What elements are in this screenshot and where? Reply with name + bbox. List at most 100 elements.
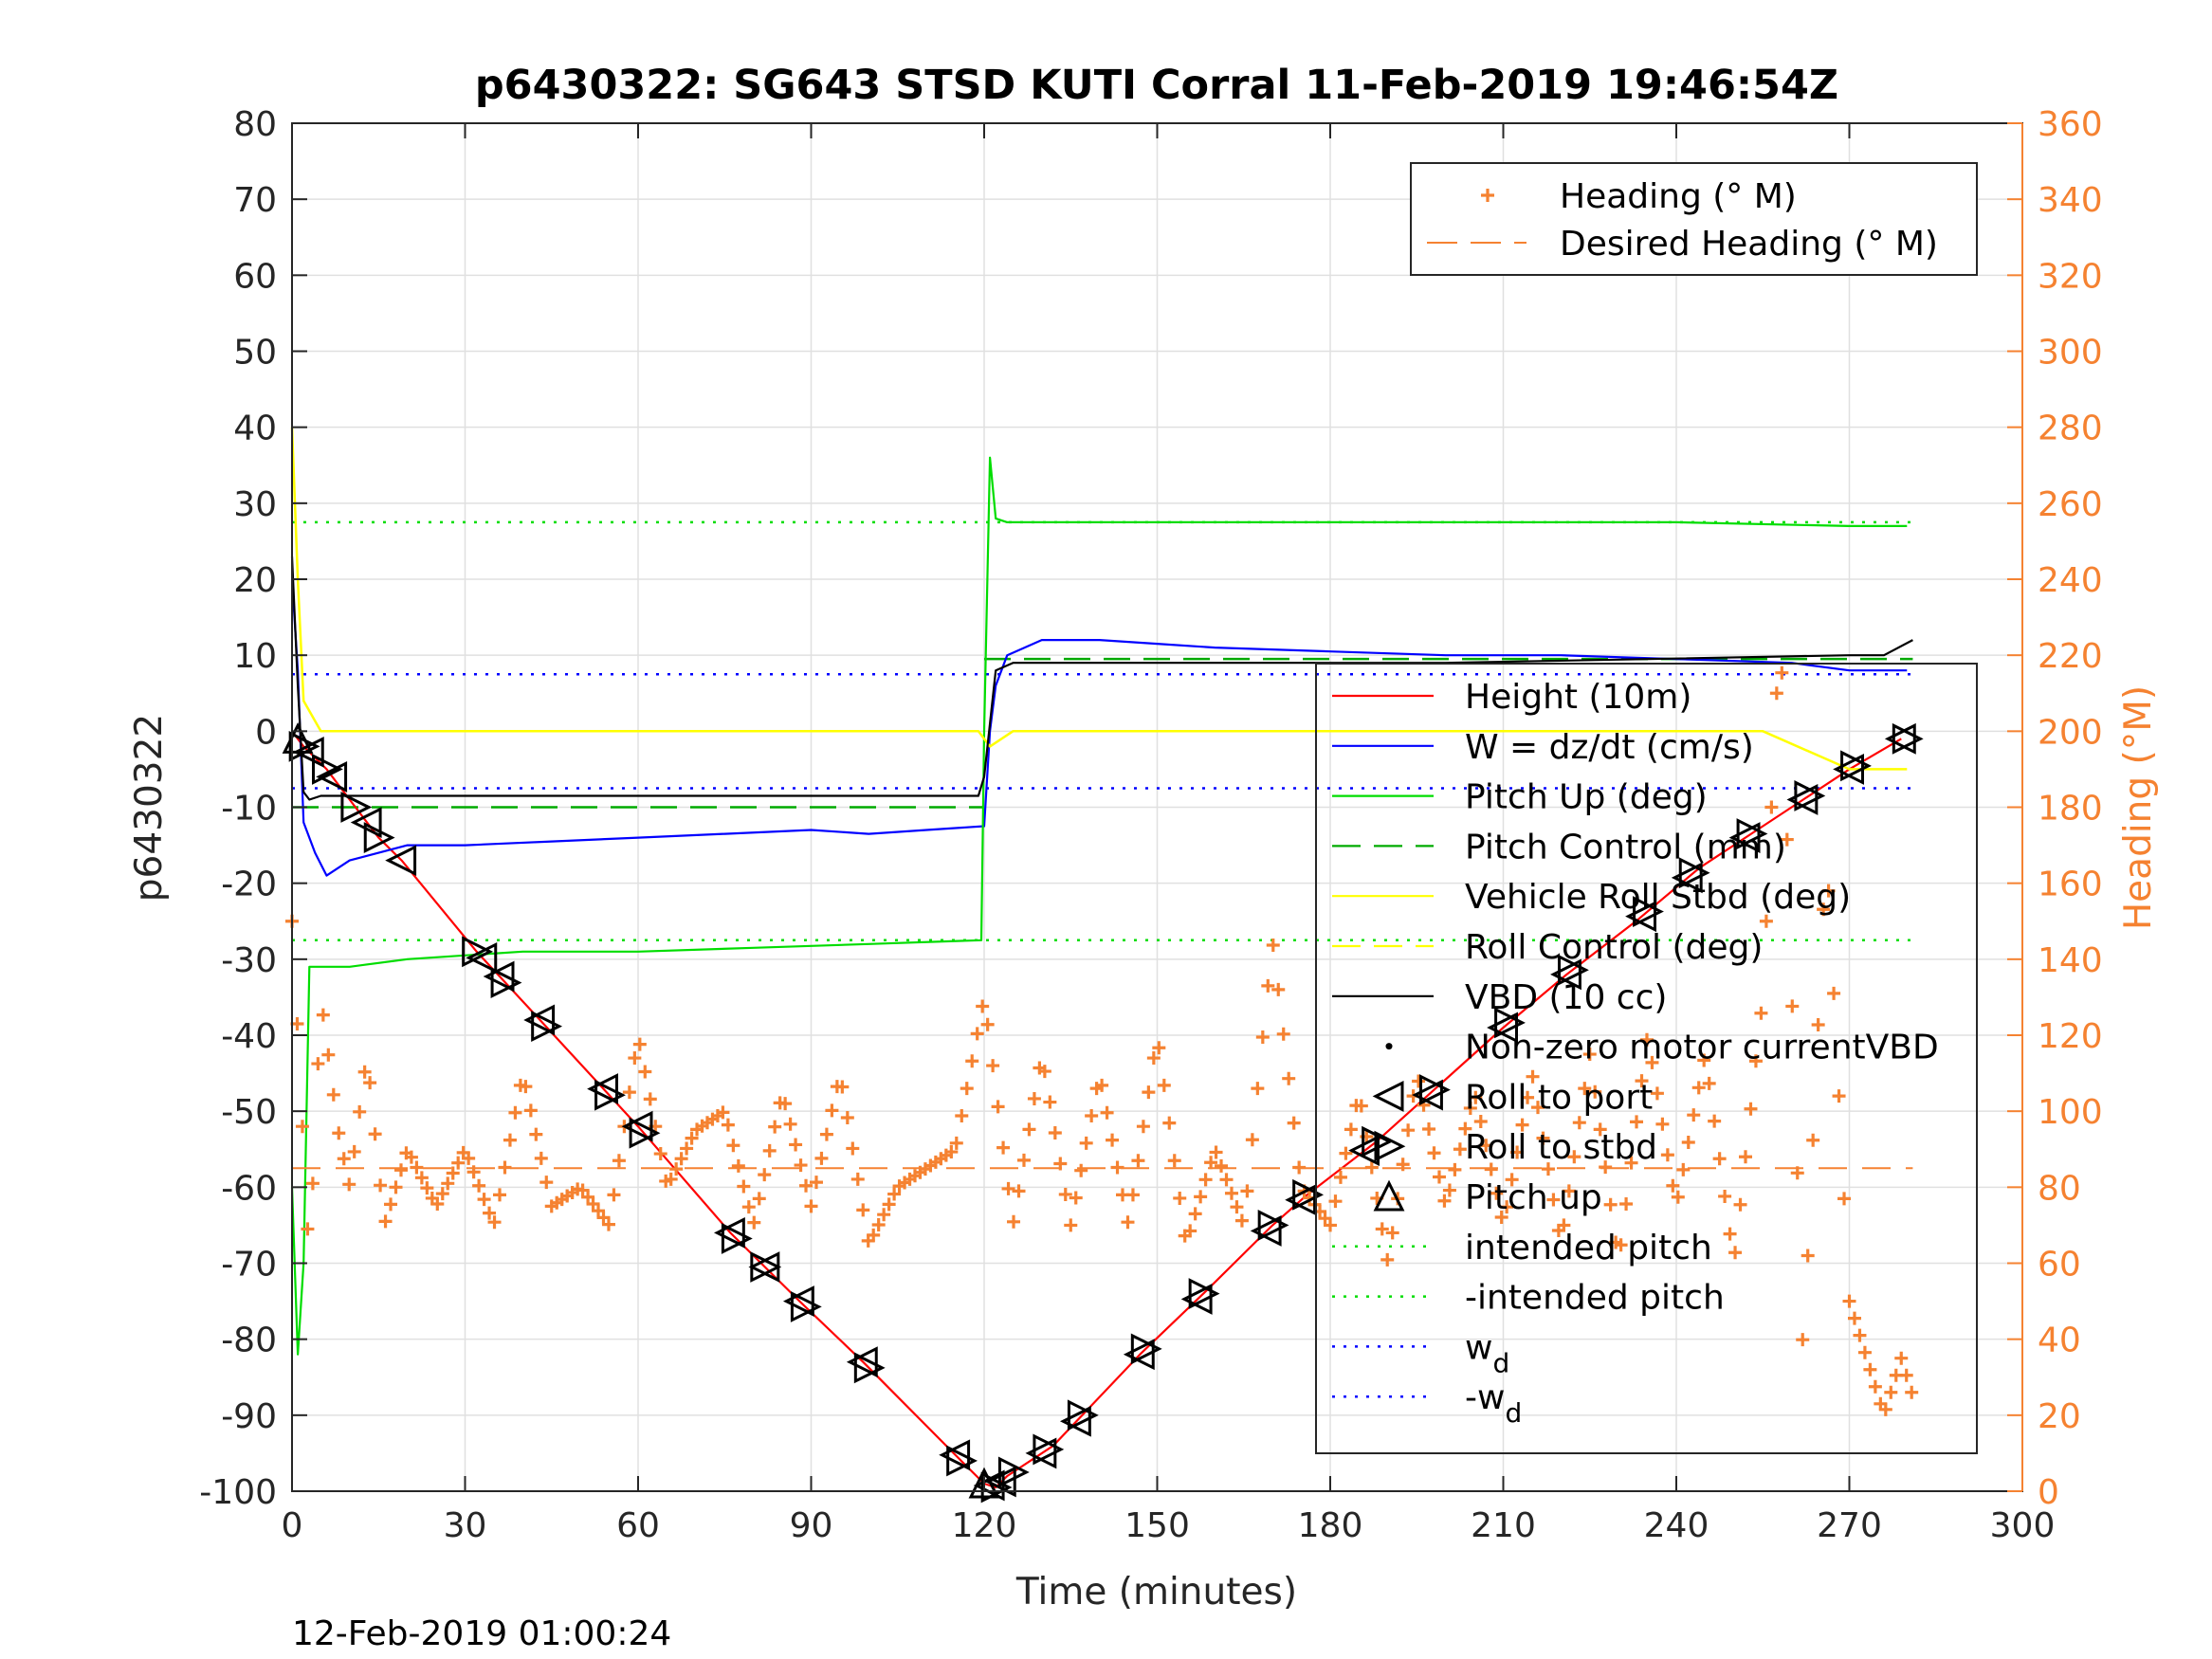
- heading-point: [1635, 1074, 1649, 1088]
- heading-point: [1162, 1116, 1177, 1130]
- heading-point: [1614, 1238, 1628, 1252]
- roll-to-port-marker: [1180, 1283, 1213, 1315]
- roll-to-stbd-marker: [1419, 1074, 1451, 1106]
- heading-point: [1463, 1101, 1477, 1115]
- y-tick-right-label: 80: [2038, 1169, 2081, 1208]
- roll-to-stbd-marker: [1257, 1209, 1289, 1241]
- heading-point: [980, 1017, 995, 1031]
- roll-to-stbd-marker: [1678, 857, 1710, 889]
- heading-point: [877, 1208, 891, 1222]
- heading-point: [534, 1151, 548, 1165]
- y-tick-right-label: 320: [2038, 257, 2103, 296]
- heading-point: [664, 1172, 678, 1186]
- legend-main-entry: Vehicle Roll Stbd (deg): [1332, 878, 1851, 917]
- heading-point: [1287, 1116, 1301, 1130]
- heading-point: [1251, 1082, 1265, 1096]
- roll-to-stbd-marker: [1633, 896, 1664, 927]
- legend-main-entry: intended pitch: [1332, 1229, 1712, 1267]
- heading-point: [1639, 1032, 1654, 1047]
- footer-timestamp: 12-Feb-2019 01:00:24: [292, 1614, 671, 1653]
- heading-point: [1188, 1207, 1202, 1221]
- heading-point: [1484, 1162, 1498, 1176]
- heading-point: [1215, 1158, 1229, 1173]
- heading-point: [1422, 1122, 1436, 1137]
- roll-to-port-marker: [846, 1346, 878, 1378]
- heading-point: [612, 1154, 626, 1168]
- roll-to-port-marker: [1884, 722, 1916, 755]
- heading-point: [1261, 978, 1275, 993]
- heading-point: [1276, 1027, 1290, 1041]
- y-axis-label: p6430322: [128, 714, 171, 902]
- heading-point: [441, 1176, 455, 1191]
- heading-point: [1754, 1006, 1768, 1020]
- y-tick-label: 60: [233, 257, 277, 296]
- heading-point: [1016, 1153, 1031, 1167]
- heading-point: [1671, 1190, 1685, 1204]
- heading-point: [1748, 1054, 1763, 1068]
- legend-tri-right-swatch: [1374, 1130, 1406, 1162]
- heading-point: [1567, 1150, 1581, 1164]
- heading-point: [1702, 1076, 1716, 1090]
- heading-point: [731, 1158, 745, 1173]
- heading-point: [1007, 1214, 1021, 1229]
- legend-main-label: Roll to stbd: [1465, 1128, 1657, 1167]
- y-tick-right-label: 300: [2038, 334, 2103, 373]
- heading-point: [1494, 1211, 1508, 1224]
- y-tick-label: -80: [221, 1322, 277, 1360]
- roll-to-port-marker: [1625, 901, 1656, 933]
- x-tick-label: 150: [1124, 1506, 1190, 1545]
- legend-heading-entry: Heading (° M): [1481, 177, 1797, 216]
- heading-point: [1832, 1089, 1846, 1103]
- y-tick-right-label: 240: [2038, 561, 2103, 600]
- roll-to-stbd-marker: [490, 967, 522, 999]
- chart-title: p6430322: SG643 STSD KUTI Corral 11-Feb-…: [475, 62, 1838, 109]
- heading-point: [1546, 1193, 1561, 1207]
- y-tick-label: 20: [233, 561, 277, 600]
- y-tick-label: 10: [233, 637, 277, 676]
- y-tick-label: 50: [233, 334, 277, 373]
- heading-point: [1827, 986, 1841, 1000]
- heading-point: [1224, 1186, 1238, 1200]
- heading-point: [976, 999, 990, 1013]
- legend-main-entry: Roll to port: [1465, 1078, 1653, 1117]
- heading-point: [374, 1178, 388, 1193]
- heading-point: [949, 1136, 963, 1150]
- legend-tri-up-swatch: [1373, 1179, 1405, 1212]
- heading-point: [1266, 939, 1280, 952]
- roll-to-port-marker: [1487, 1012, 1518, 1044]
- roll-to-stbd-marker: [462, 936, 494, 968]
- heading-point: [1500, 1200, 1514, 1214]
- heading-point: [1531, 1101, 1545, 1115]
- heading-point: [794, 1158, 808, 1173]
- heading-point: [1619, 1196, 1634, 1211]
- heading-point: [1691, 1081, 1706, 1095]
- heading-point: [1769, 686, 1783, 701]
- heading-point: [1167, 1154, 1181, 1168]
- heading-point: [1069, 1191, 1083, 1205]
- heading-point: [1655, 1117, 1670, 1131]
- heading-point: [799, 1178, 814, 1193]
- heading-point: [1697, 1053, 1711, 1067]
- roll-to-port-marker: [782, 1285, 814, 1318]
- legend-tri-left-swatch: [1372, 1080, 1404, 1112]
- heading-point: [347, 1144, 361, 1158]
- x-tick-label: 270: [1817, 1506, 1882, 1545]
- heading-point: [519, 1080, 533, 1094]
- legend-main-entry: W = dz/dt (cm/s): [1332, 728, 1754, 767]
- legend-heading-box: [1410, 162, 1978, 276]
- roll-to-port-marker: [621, 1110, 653, 1142]
- heading-point: [1526, 1069, 1540, 1084]
- heading-point: [1043, 1095, 1057, 1109]
- heading-point: [1796, 1333, 1810, 1347]
- roll-to-port-marker: [1250, 1215, 1282, 1247]
- x-tick-label: 210: [1471, 1506, 1536, 1545]
- roll-to-port-marker: [713, 1217, 745, 1249]
- heading-point: [1687, 1108, 1701, 1122]
- y-tick-label: 30: [233, 485, 277, 524]
- heading-point: [1240, 1184, 1254, 1198]
- heading-point: [321, 1048, 336, 1062]
- heading-point: [1079, 1136, 1093, 1150]
- y-tick-right-label: 260: [2038, 485, 2103, 524]
- roll-to-stbd-marker: [312, 753, 343, 785]
- heading-point: [1764, 800, 1779, 814]
